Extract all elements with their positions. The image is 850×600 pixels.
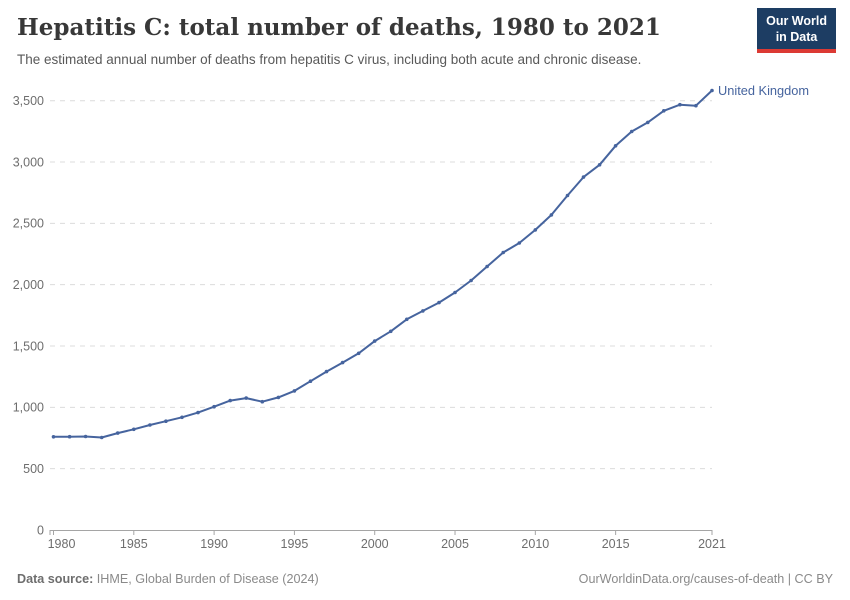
y-tick-label: 2,500 <box>13 217 44 231</box>
y-tick-label: 0 <box>37 523 44 537</box>
data-point-marker <box>421 309 425 313</box>
data-point-marker <box>324 369 329 374</box>
data-source-text: IHME, Global Burden of Disease (2024) <box>93 572 319 586</box>
data-point-marker <box>453 290 457 295</box>
data-point-marker <box>308 379 313 384</box>
data-point-marker <box>340 360 345 365</box>
chart-footer: Data source: IHME, Global Burden of Dise… <box>17 572 833 586</box>
x-tick-label: 2005 <box>441 537 469 551</box>
owid-url-link[interactable]: OurWorldinData.org/causes-of-death | CC … <box>578 572 833 586</box>
data-point-marker <box>83 434 88 439</box>
data-point-marker <box>710 88 714 93</box>
data-point-marker <box>646 120 650 125</box>
data-point-marker <box>629 129 634 134</box>
gridlines <box>50 100 712 470</box>
data-point-marker <box>678 102 682 107</box>
data-point-marker <box>437 300 441 305</box>
y-tick-label: 1,000 <box>13 401 44 415</box>
data-point-marker <box>549 213 554 217</box>
x-tick-label: 2015 <box>602 537 630 551</box>
y-tick-label: 500 <box>23 462 44 476</box>
y-tick-label: 1,500 <box>13 339 44 353</box>
y-tick-label: 3,500 <box>13 94 44 108</box>
owid-logo-line2: in Data <box>775 29 818 44</box>
x-axis-labels: 1980 1985 1990 1995 2000 2005 2010 2015 2021 <box>48 537 726 551</box>
data-point-marker <box>613 144 618 148</box>
data-point-marker <box>164 419 168 424</box>
page-title: Hepatitis C: total number of deaths, 198… <box>17 14 661 41</box>
data-point-marker <box>276 395 281 400</box>
data-point-marker <box>51 435 56 439</box>
data-point-marker <box>212 404 216 409</box>
y-axis-labels: 0 500 1,000 1,500 2,000 2,500 3,000 3,500 <box>13 94 44 537</box>
y-tick-label: 2,000 <box>13 278 44 292</box>
data-source-label: Data source: <box>17 572 94 586</box>
data-point-marker <box>662 109 666 113</box>
line-series[interactable] <box>51 88 714 440</box>
owid-logo[interactable]: Our World in Data <box>757 8 836 54</box>
data-point-marker <box>581 175 586 179</box>
x-axis <box>49 530 713 535</box>
data-point-marker <box>356 351 361 356</box>
data-point-marker <box>67 434 72 439</box>
data-point-marker <box>148 423 152 427</box>
data-point-marker <box>372 339 377 343</box>
data-point-marker <box>228 398 232 403</box>
x-tick-label: 1985 <box>120 537 148 551</box>
owid-logo-line1: Our World <box>766 14 827 28</box>
data-source-note: Data source: IHME, Global Burden of Dise… <box>17 572 319 586</box>
data-point-marker <box>405 317 409 322</box>
data-point-marker <box>115 431 120 435</box>
x-tick-label: 1980 <box>48 537 76 551</box>
series-line[interactable] <box>52 89 713 439</box>
data-point-marker <box>694 103 698 108</box>
data-point-marker <box>469 278 473 283</box>
chart-subtitle: The estimated annual number of deaths fr… <box>17 52 642 67</box>
data-point-marker <box>565 193 570 198</box>
data-point-marker <box>244 396 248 400</box>
x-tick-label: 1990 <box>200 537 228 551</box>
series-entity-label[interactable]: United Kingdom <box>718 83 809 98</box>
x-tick-label: 2021 <box>698 537 726 551</box>
data-point-marker <box>292 389 297 393</box>
data-point-marker <box>389 329 393 334</box>
data-point-marker <box>260 399 265 404</box>
x-tick-label: 1995 <box>281 537 309 551</box>
x-tick-label: 2010 <box>521 537 549 551</box>
data-point-marker <box>99 435 104 440</box>
data-point-marker <box>485 264 489 269</box>
data-point-marker <box>132 427 136 432</box>
data-point-marker <box>533 228 538 232</box>
x-tick-label: 2000 <box>361 537 389 551</box>
data-point-marker <box>597 163 602 167</box>
data-point-marker <box>517 241 522 245</box>
y-tick-label: 3,000 <box>13 155 44 169</box>
data-point-marker <box>196 410 200 415</box>
data-point-marker <box>180 415 184 420</box>
data-point-marker <box>501 250 506 255</box>
